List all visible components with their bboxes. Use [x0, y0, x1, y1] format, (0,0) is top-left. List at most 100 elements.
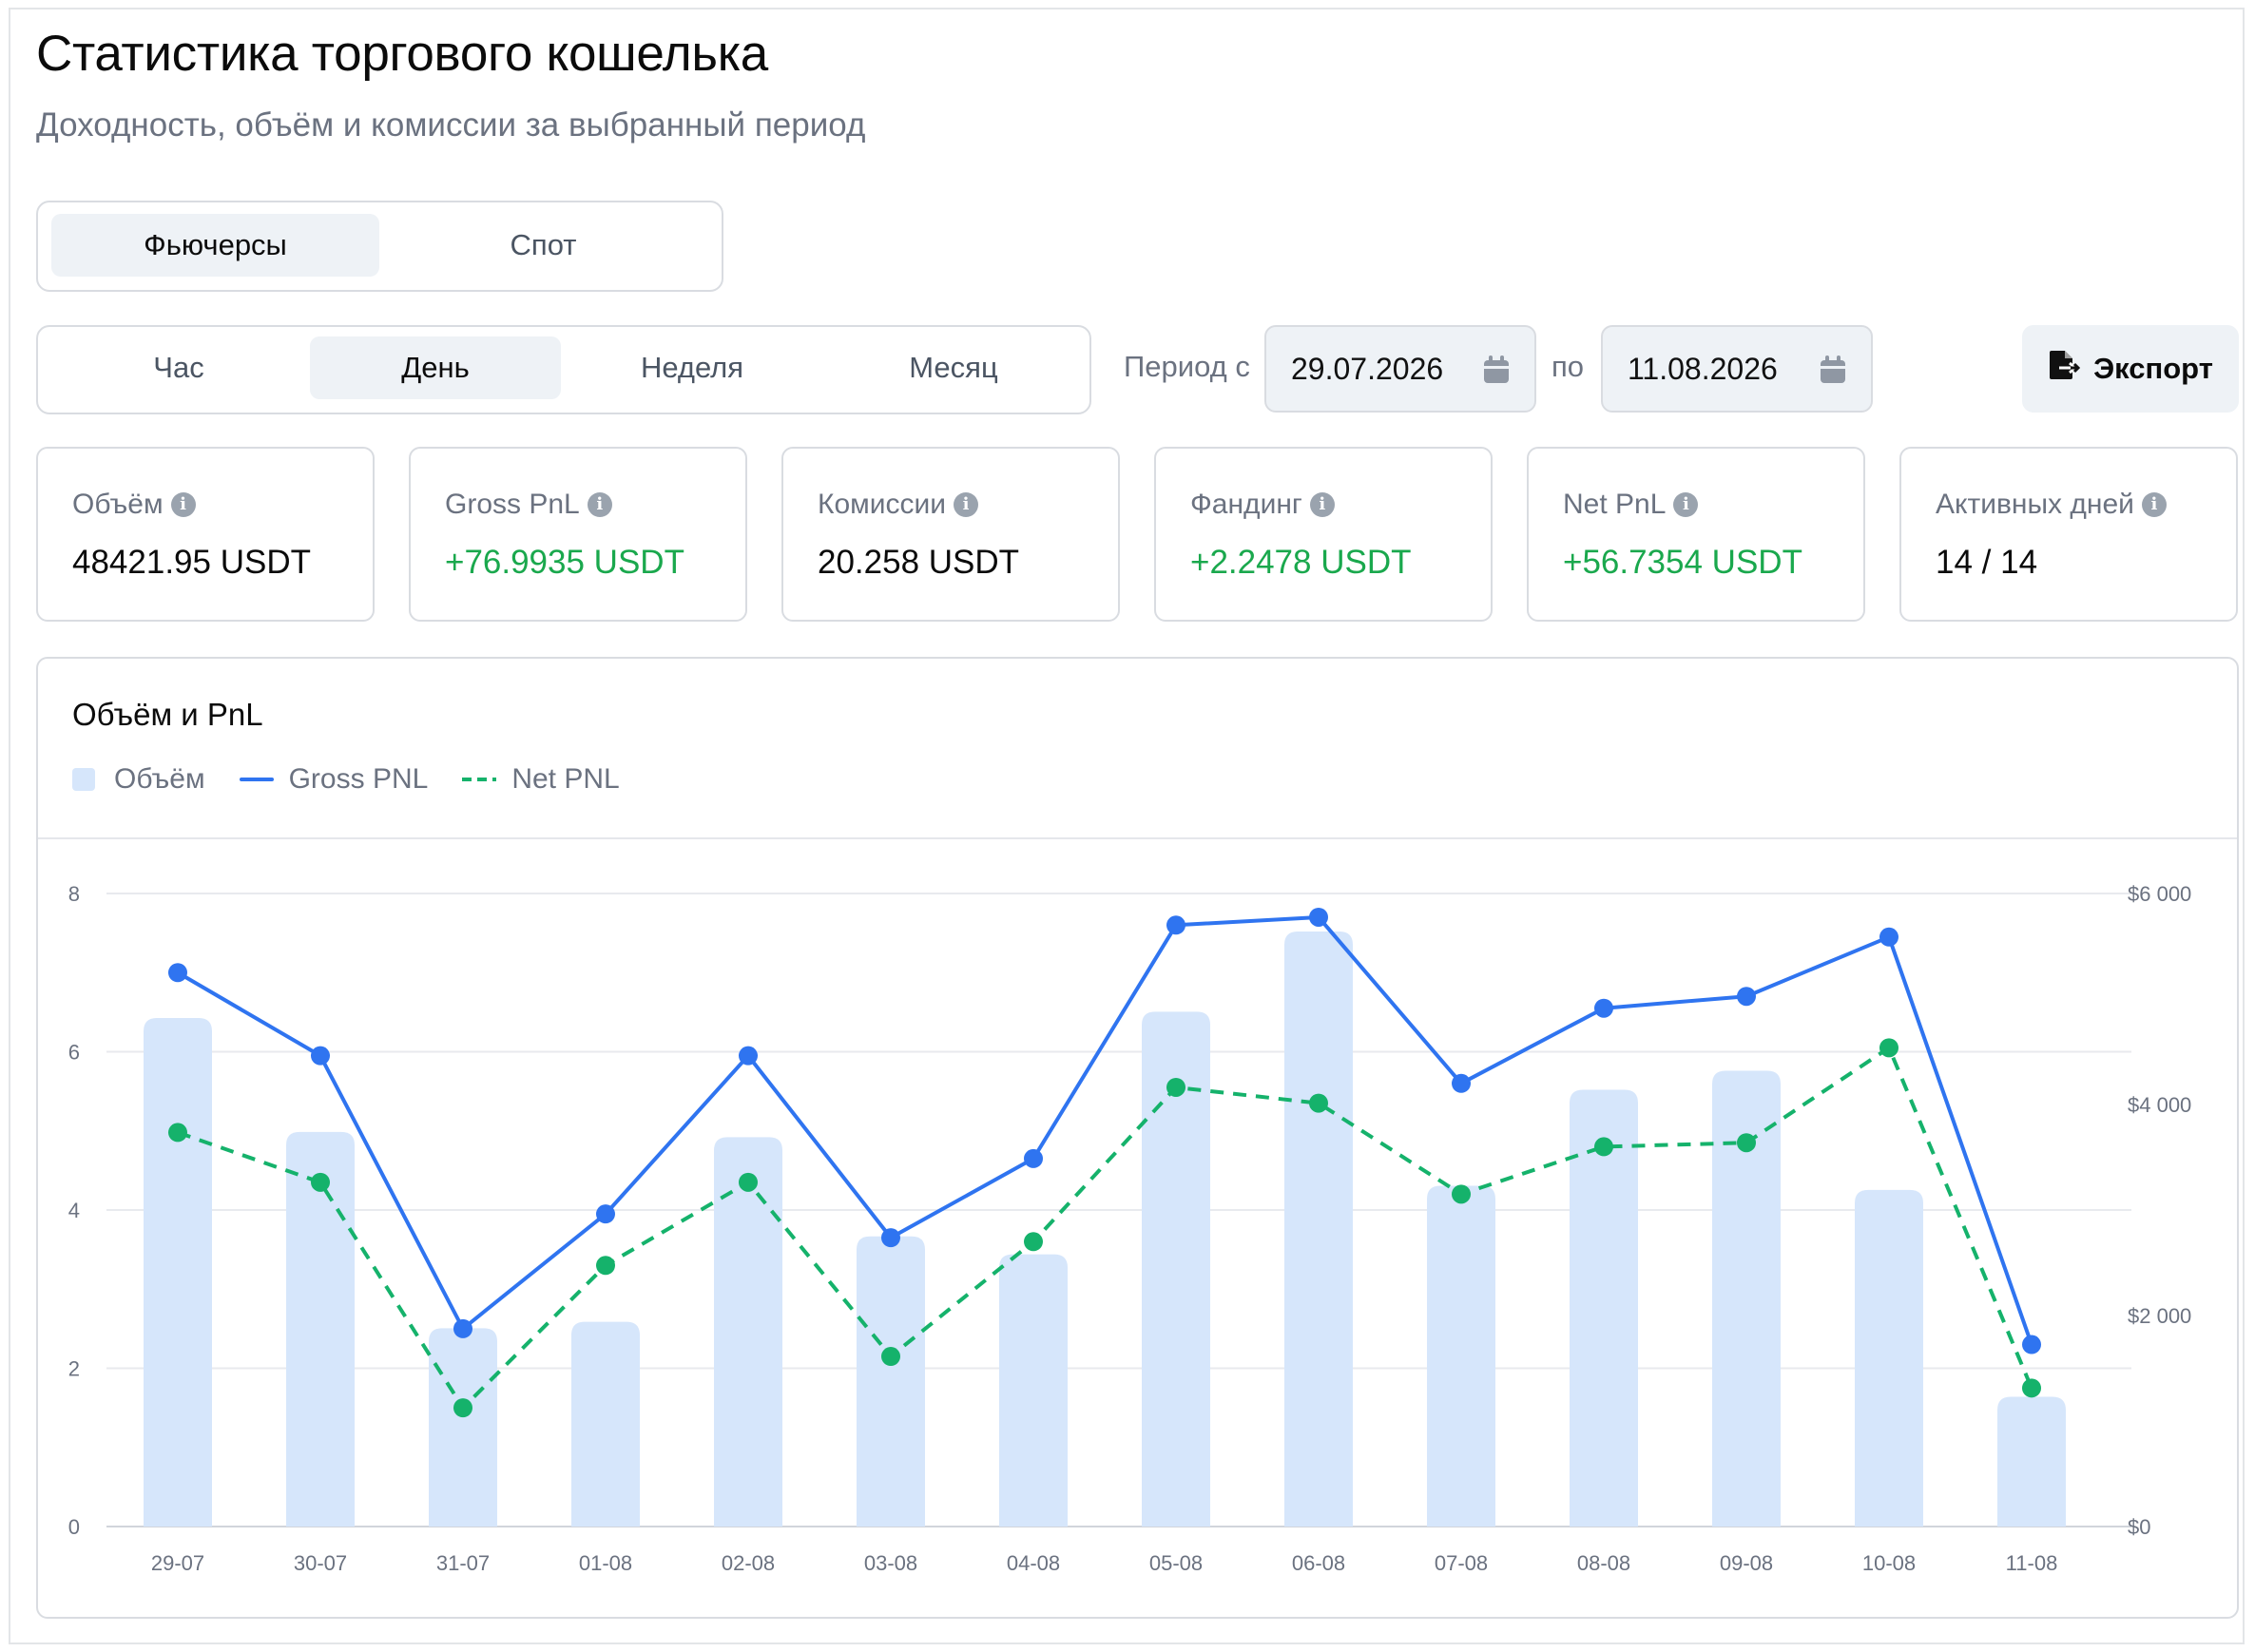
stat-card-net-pnl: Net PnL i +56.7354 USDT	[1527, 447, 1865, 622]
tab-month[interactable]: Месяц	[909, 351, 998, 384]
net-pnl-point	[311, 1172, 330, 1192]
gross-pnl-point	[1737, 987, 1756, 1007]
y-right-tick-label: $6 000	[2128, 882, 2191, 906]
stat-value: +76.9935 USDT	[445, 544, 684, 581]
volume-bar	[1712, 1070, 1781, 1527]
net-pnl-point	[1166, 1077, 1185, 1097]
volume-bar	[714, 1137, 782, 1527]
volume-bar	[1142, 1011, 1210, 1527]
volume-bar	[144, 1017, 212, 1527]
stat-card-gross-pnl: Gross PnL i +76.9935 USDT	[409, 447, 747, 622]
y-left-tick-label: 4	[68, 1199, 80, 1222]
gross-pnl-point	[596, 1204, 615, 1224]
volume-pnl-chart: 0 2 4 6 8 $0 $2 000 $4 000 $6 000 29-07 30-07 31-07…	[68, 882, 2192, 1575]
net-pnl-point	[1737, 1133, 1756, 1153]
net-pnl-point	[596, 1256, 615, 1276]
stat-card-active-days: Активных дней i 14 / 14	[1899, 447, 2238, 622]
stat-title: Комиссии	[818, 489, 947, 520]
gross-pnl-point	[881, 1228, 900, 1248]
stat-value: 14 / 14	[1936, 544, 2038, 581]
period-from-label: Период с	[1124, 350, 1250, 383]
export-label: Экспорт	[2093, 352, 2213, 385]
y-left-tick-label: 8	[68, 882, 80, 906]
gross-pnl-point	[168, 963, 187, 983]
y-right-tick-label: $2 000	[2128, 1304, 2191, 1328]
net-pnl-point	[1594, 1137, 1613, 1157]
gross-pnl-point	[1452, 1073, 1471, 1093]
info-icon[interactable]: i	[2141, 492, 2167, 517]
gross-pnl-point	[1024, 1148, 1043, 1168]
date-from-value: 29.07.2026	[1291, 351, 1444, 386]
file-export-icon	[2048, 349, 2081, 389]
x-tick-label: 08-08	[1577, 1551, 1630, 1575]
legend-item-volume[interactable]: Объём	[72, 763, 205, 796]
date-from-field[interactable]: 29.07.2026	[1264, 325, 1536, 413]
y-left-tick-label: 2	[68, 1357, 80, 1381]
tab-futures[interactable]: Фьючерсы	[51, 214, 379, 277]
volume-bar	[999, 1254, 1068, 1527]
export-button[interactable]: Экспорт	[2022, 325, 2239, 413]
x-tick-label: 09-08	[1720, 1551, 1773, 1575]
x-tick-label: 01-08	[579, 1551, 632, 1575]
x-tick-label: 10-08	[1862, 1551, 1916, 1575]
tab-week[interactable]: Неделя	[640, 351, 744, 384]
page-title: Статистика торгового кошелька	[36, 26, 768, 82]
gross-pnl-point	[2022, 1335, 2041, 1354]
net-pnl-point	[2022, 1378, 2041, 1398]
stat-title: Объём	[72, 489, 164, 520]
legend-item-gross-pnl[interactable]: Gross PNL	[239, 763, 428, 796]
x-tick-label: 04-08	[1007, 1551, 1060, 1575]
legend-item-net-pnl[interactable]: Net PNL	[462, 763, 620, 796]
info-icon[interactable]: i	[1673, 492, 1699, 517]
y-right-tick-label: $0	[2128, 1515, 2150, 1539]
chart-legend: Объём Gross PNL Net PNL	[72, 763, 654, 796]
granularity-switch: Час День Неделя Месяц	[36, 325, 1091, 414]
gross-pnl-point	[1166, 915, 1185, 935]
net-pnl-point	[1024, 1232, 1043, 1252]
stat-title: Gross PnL	[445, 489, 580, 520]
tab-hour[interactable]: Час	[153, 351, 204, 384]
y-left-tick-label: 0	[68, 1515, 80, 1539]
x-tick-label: 02-08	[722, 1551, 775, 1575]
stat-title: Net PnL	[1563, 489, 1667, 520]
x-tick-label: 30-07	[294, 1551, 347, 1575]
gross-pnl-point	[453, 1318, 472, 1338]
market-switch: Фьючерсы Спот	[36, 201, 723, 292]
stat-card-fees: Комиссии i 20.258 USDT	[781, 447, 1120, 622]
date-to-field[interactable]: 11.08.2026	[1601, 325, 1873, 413]
stat-card-funding: Фандинг i +2.2478 USDT	[1154, 447, 1493, 622]
tab-day[interactable]: День	[310, 336, 561, 399]
gross-pnl-point	[1594, 998, 1613, 1018]
chart-card: Объём и PnL Объём Gross PNL Net PNL 0 2 4 6…	[36, 657, 2239, 1619]
y-left-tick-label: 6	[68, 1041, 80, 1065]
stat-value: +2.2478 USDT	[1190, 544, 1412, 581]
x-tick-label: 03-08	[864, 1551, 917, 1575]
stat-title: Фандинг	[1190, 489, 1302, 520]
volume-bar	[1427, 1185, 1495, 1527]
volume-bar	[286, 1131, 355, 1527]
volume-bar	[1570, 1089, 1638, 1527]
net-pnl-point	[1879, 1038, 1898, 1058]
chart-title: Объём и PnL	[72, 697, 263, 732]
info-icon[interactable]: i	[954, 492, 979, 517]
x-tick-label: 11-08	[2006, 1551, 2058, 1575]
volume-bar	[571, 1321, 640, 1527]
stat-value: 48421.95 USDT	[72, 544, 311, 581]
x-tick-label: 05-08	[1149, 1551, 1203, 1575]
calendar-icon[interactable]	[1483, 355, 1510, 389]
date-to-value: 11.08.2026	[1628, 351, 1778, 386]
page-subtitle: Доходность, объём и комиссии за выбранны…	[36, 106, 866, 144]
x-tick-label: 06-08	[1292, 1551, 1345, 1575]
info-icon[interactable]: i	[170, 492, 196, 517]
info-icon[interactable]: i	[1309, 492, 1335, 517]
gross-pnl-point	[1879, 927, 1898, 947]
volume-bar	[1284, 931, 1353, 1527]
calendar-icon[interactable]	[1820, 355, 1846, 389]
tab-spot[interactable]: Спот	[510, 228, 577, 261]
info-icon[interactable]: i	[587, 492, 612, 517]
stat-value: 20.258 USDT	[818, 544, 1020, 581]
volume-bar	[1997, 1396, 2066, 1527]
stat-card-volume: Объём i 48421.95 USDT	[36, 447, 375, 622]
gross-pnl-line	[176, 914, 2033, 1346]
net-pnl-point	[1309, 1093, 1328, 1113]
